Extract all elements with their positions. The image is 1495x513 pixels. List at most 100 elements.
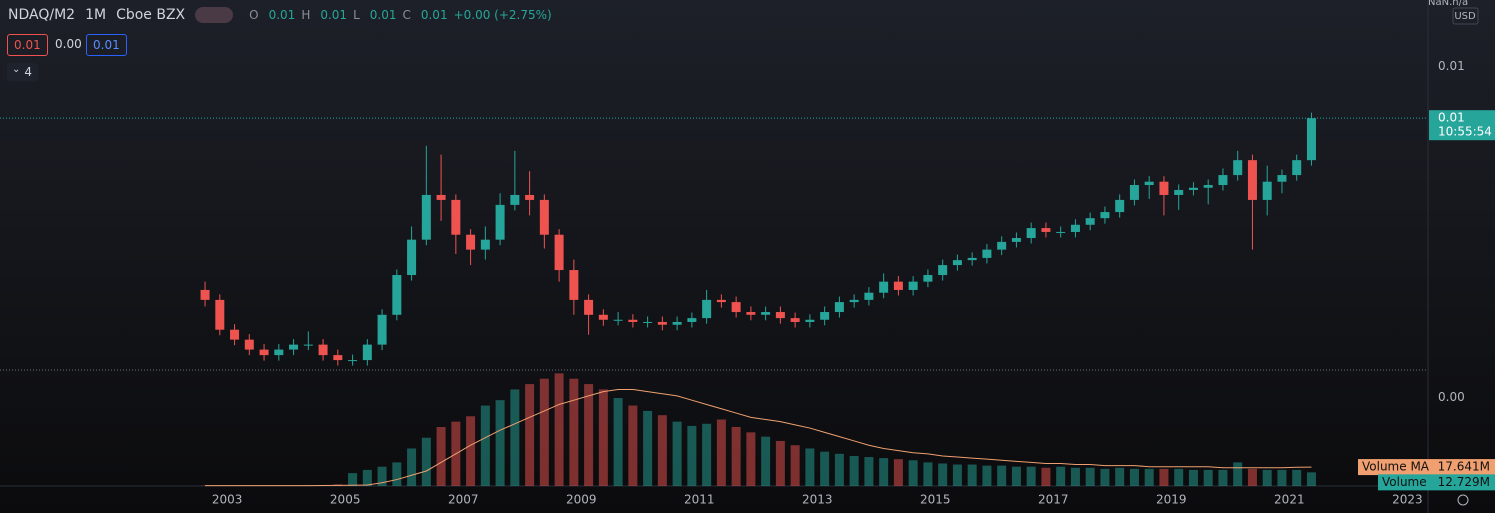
volume-bar <box>849 455 859 486</box>
candle-body <box>244 339 254 350</box>
volume-bar <box>967 464 977 486</box>
candle-body <box>1129 185 1139 200</box>
candle-body <box>1144 181 1154 186</box>
volume-bar <box>1188 469 1198 486</box>
currency-box[interactable] <box>1452 7 1479 25</box>
volume-bar <box>672 421 682 486</box>
candle-body <box>584 299 594 315</box>
candle-body <box>525 194 535 200</box>
ohlc-key: H <box>301 8 311 22</box>
last-price-time: 10:55:54 <box>1438 125 1492 139</box>
volume-legend-box <box>1378 474 1495 491</box>
x-tick-label: 2007 <box>448 493 479 507</box>
candle-body <box>879 281 889 293</box>
volume-bar <box>657 415 667 486</box>
volume-bar <box>1292 469 1302 486</box>
candle-body <box>1277 175 1287 182</box>
candle-body <box>569 270 579 300</box>
candle-body <box>643 321 653 323</box>
currency[interactable]: USD <box>1454 11 1476 22</box>
candle-body <box>982 249 992 258</box>
candle-body <box>200 289 210 300</box>
volume-bar <box>495 400 505 486</box>
candle-body <box>687 318 697 322</box>
volume-bar <box>982 465 992 486</box>
collapse-indicators[interactable]: ⌄ 4 <box>7 63 38 81</box>
candle-body <box>1100 212 1110 219</box>
volume-bar <box>1070 467 1080 486</box>
candle-body <box>1174 189 1184 195</box>
y-tick-label: 0.01 <box>1438 59 1465 73</box>
candle-body <box>230 329 240 340</box>
volume-bar <box>407 448 417 486</box>
candle-body <box>1070 224 1080 232</box>
ohlc-key: L <box>353 8 360 22</box>
candle-body <box>333 355 343 361</box>
candle-body <box>259 349 269 356</box>
candle-body <box>628 319 638 322</box>
candle-body <box>495 204 505 240</box>
ohlc-key: C <box>402 8 411 22</box>
volume-bar <box>525 384 535 486</box>
candle-body <box>1188 187 1198 190</box>
interval[interactable]: 1M <box>85 7 107 23</box>
x-tick-label: 2015 <box>920 493 951 507</box>
badge: 0.01 <box>7 34 48 56</box>
volume-bar <box>1233 462 1243 486</box>
candle-body <box>820 312 830 320</box>
settings-icon[interactable] <box>1457 494 1469 506</box>
volume-bar <box>348 473 358 486</box>
volume-bar <box>1085 467 1095 486</box>
candle-body <box>1262 181 1272 200</box>
change: +0.00 (+2.75%) <box>453 8 552 22</box>
volume-bar <box>539 378 549 486</box>
count: 4 <box>24 65 32 79</box>
legend-header: NDAQ/M2 1M Cboe BZX O 0.01 H 0.01 L 0.01 C 0.01… <box>8 7 558 23</box>
last-price-label: 0.01 <box>1438 111 1465 125</box>
candle-body <box>1233 160 1243 176</box>
volume-bar <box>480 405 490 486</box>
volume-bar <box>613 398 623 486</box>
volume-bar <box>820 451 830 486</box>
volume-bar <box>377 466 387 486</box>
candle-body <box>938 265 948 276</box>
candle-body <box>893 281 903 290</box>
candle-body <box>1085 218 1095 225</box>
volume-bar <box>687 425 697 486</box>
candle-body <box>377 314 387 345</box>
candle-body <box>1115 199 1125 213</box>
volume-bar <box>702 423 712 486</box>
ohlc-key: O <box>249 8 259 22</box>
candle-body <box>215 299 225 330</box>
last-price-box <box>1429 110 1495 141</box>
x-tick-label: 2003 <box>212 493 243 507</box>
volume-bar <box>938 463 948 486</box>
scale-top-label: NaN.n/a <box>1428 0 1468 8</box>
candle-body <box>318 344 328 356</box>
candle-body <box>1159 181 1169 195</box>
volume-legend-value: 17.641M <box>1438 460 1490 474</box>
volume-bar <box>466 416 476 486</box>
volume-bar <box>761 436 771 486</box>
volume-ma-line <box>205 388 1312 487</box>
x-tick-label: 2023 <box>1392 493 1423 507</box>
symbol[interactable]: NDAQ/M2 <box>8 7 76 23</box>
volume-bar <box>997 465 1007 486</box>
candle-body <box>805 319 815 322</box>
candle-body <box>672 321 682 325</box>
market-status[interactable] <box>195 7 234 23</box>
volume-bar <box>554 373 564 486</box>
candle-body <box>1041 228 1051 232</box>
candle-body <box>421 194 431 240</box>
ohlc-value: 0.01 <box>420 8 448 22</box>
volume-bar <box>716 419 726 486</box>
volume-bar <box>598 389 608 486</box>
x-tick-label: 2011 <box>684 493 715 507</box>
candle-body <box>362 344 372 361</box>
candle-body <box>997 241 1007 250</box>
candle-body <box>908 281 918 290</box>
volume-bar <box>1011 466 1021 486</box>
volume-bar <box>790 445 800 486</box>
